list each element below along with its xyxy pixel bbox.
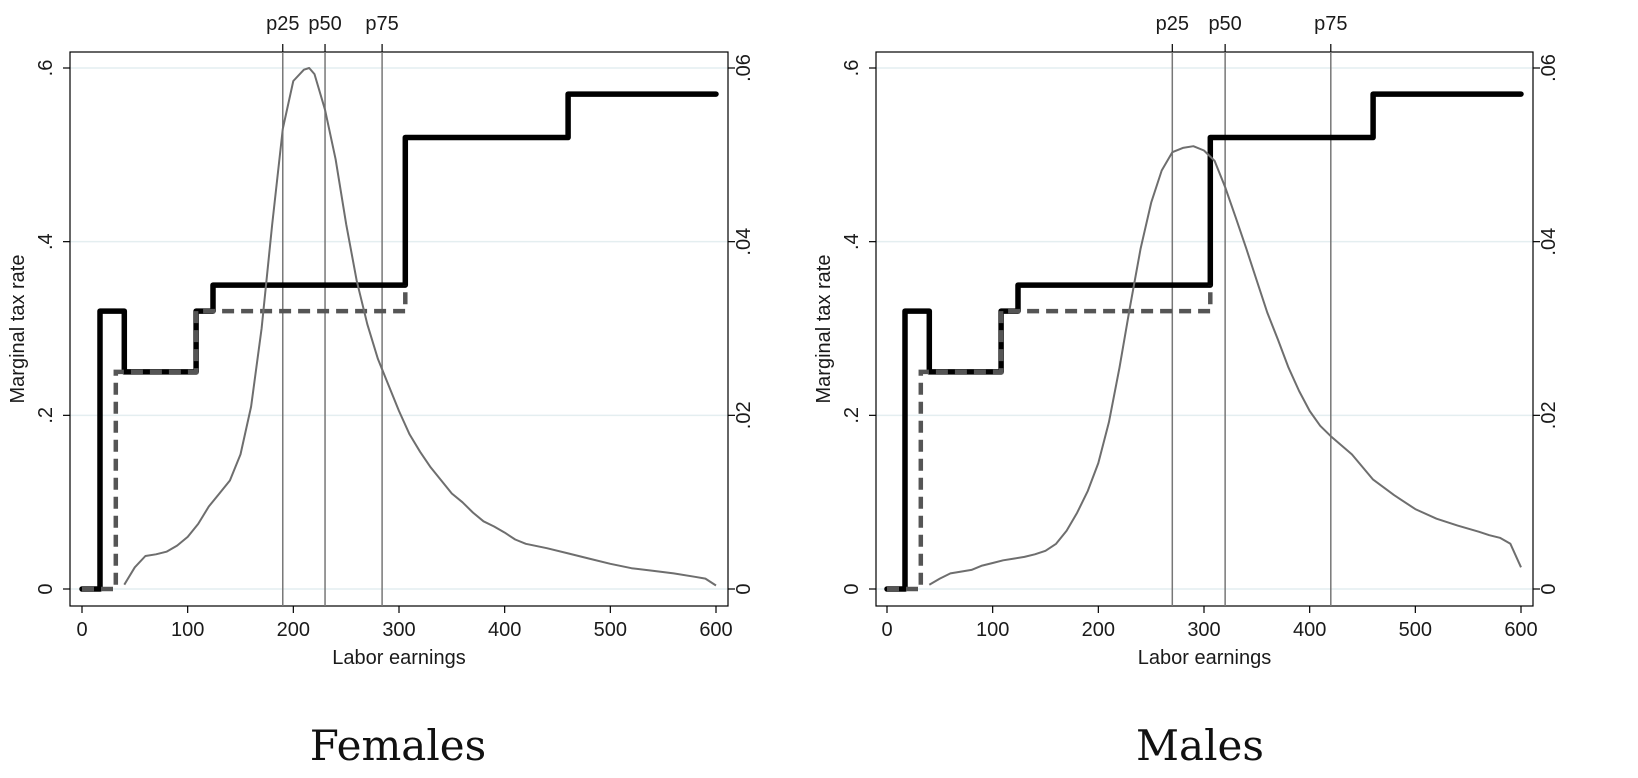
females-panel: 0 100 200 300 400 500 600 0 .2 .4 .6 0 .02 .04 .06 Labo…	[7, 13, 755, 669]
chart0-tax-schedule	[79, 91, 719, 592]
chart1-x-tick-label: 0	[881, 619, 892, 641]
chart1-percentile-label-p50: p50	[1208, 13, 1241, 35]
chart1-y2-tick-label: 0	[1538, 583, 1560, 594]
chart1-percentile-label-p25: p25	[1156, 13, 1189, 35]
chart0-y2-tick-label: .04	[733, 228, 755, 256]
chart0-x-tick-label: 100	[171, 619, 204, 641]
chart1-x-tick-label: 500	[1399, 619, 1432, 641]
chart0-x-tick-label: 0	[76, 619, 87, 641]
chart0-x-axis-title: Labor earnings	[332, 647, 465, 669]
chart1-x-tick-label: 300	[1187, 619, 1220, 641]
chart0-x-tick-label: 500	[594, 619, 627, 641]
chart0-percentile-label-p25: p25	[266, 13, 299, 35]
chart0-x-tick-label: 200	[277, 619, 310, 641]
chart0-y2-tick-label: 0	[733, 583, 755, 594]
chart1-alternative-tax-schedule	[887, 285, 1213, 592]
chart1-plot-frame	[875, 51, 1534, 607]
chart1-x-tick-label: 400	[1293, 619, 1326, 641]
chart0-percentile-label-p50: p50	[308, 13, 341, 35]
chart1-x-axis-title: Labor earnings	[1138, 647, 1271, 669]
chart0-x-tick-label: 600	[699, 619, 732, 641]
chart0-y-tick-label: .4	[35, 233, 57, 250]
chart0-alternative-tax-schedule	[82, 285, 408, 592]
males-panel: 0 100 200 300 400 500 600 0 .2 .4 .6 0 .02 .04 .06 Labo…	[813, 13, 1560, 669]
chart0-y2-tick-label: .06	[733, 54, 755, 82]
chart0-density-line	[123, 67, 717, 587]
chart0-plot-frame	[69, 51, 729, 607]
chart1-y2-tick-label: .06	[1538, 54, 1560, 82]
chart0-y-tick-label: 0	[35, 583, 57, 594]
males-caption: Males	[1136, 721, 1264, 770]
chart1-x-tick-label: 100	[976, 619, 1009, 641]
chart1-percentile-label-p75: p75	[1314, 13, 1347, 35]
chart0-y2-tick-label: .02	[733, 401, 755, 429]
chart1-y-tick-label: 0	[841, 583, 863, 594]
chart1-y-tick-label: .4	[841, 233, 863, 250]
chart1-y2-tick-label: .02	[1538, 401, 1560, 429]
chart0-y-tick-label: .2	[35, 407, 57, 424]
chart0-percentile-label-p75: p75	[365, 13, 398, 35]
females-caption: Females	[310, 721, 486, 770]
chart1-x-tick-label: 200	[1082, 619, 1115, 641]
chart0-x-tick-label: 400	[488, 619, 521, 641]
chart1-y-tick-label: .6	[841, 60, 863, 77]
chart0-y-axis-title: Marginal tax rate	[7, 255, 29, 404]
chart1-x-tick-label: 600	[1504, 619, 1537, 641]
chart1-density-line	[928, 145, 1522, 586]
chart1-y-tick-label: .2	[841, 407, 863, 424]
chart1-y2-tick-label: .04	[1538, 228, 1560, 256]
chart0-y-tick-label: .6	[35, 60, 57, 77]
chart0-x-tick-label: 300	[382, 619, 415, 641]
chart1-y-axis-title: Marginal tax rate	[813, 255, 835, 404]
